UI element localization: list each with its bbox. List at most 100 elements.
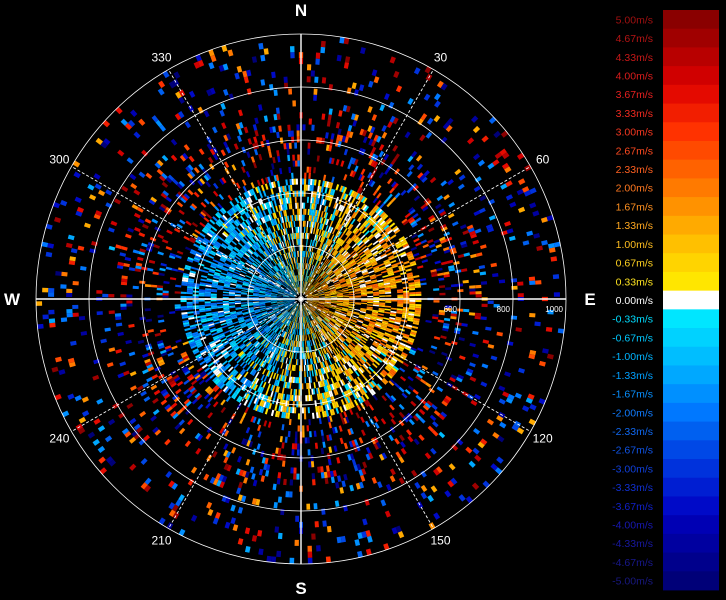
velocity-cell: [499, 148, 507, 156]
velocity-cell: [307, 309, 311, 315]
velocity-cell: [333, 401, 338, 409]
velocity-cell: [390, 395, 397, 402]
velocity-cell: [267, 370, 272, 377]
velocity-cell: [204, 346, 212, 351]
velocity-cell: [306, 296, 313, 298]
velocity-cell: [320, 271, 325, 277]
velocity-cell: [119, 252, 127, 257]
velocity-cell: [348, 402, 353, 409]
velocity-cell: [304, 303, 309, 309]
velocity-cell: [289, 295, 296, 298]
velocity-cell: [327, 269, 333, 275]
velocity-cell: [272, 288, 279, 292]
velocity-cell: [370, 153, 377, 161]
velocity-cell: [334, 348, 339, 355]
velocity-cell: [406, 274, 414, 278]
velocity-cell: [252, 355, 258, 362]
velocity-cell: [460, 268, 468, 273]
velocity-cell: [429, 176, 437, 184]
velocity-cell: [409, 260, 416, 265]
velocity-cell: [226, 272, 233, 277]
velocity-cell: [358, 173, 363, 181]
velocity-cell: [288, 320, 292, 327]
velocity-cell: [145, 361, 152, 367]
velocity-cell: [340, 313, 347, 317]
velocity-cell: [124, 430, 132, 438]
velocity-cell: [398, 456, 405, 464]
velocity-cell: [311, 313, 316, 319]
velocity-cell: [52, 201, 61, 209]
velocity-cell: [440, 261, 448, 266]
velocity-cell: [469, 291, 476, 295]
velocity-cell: [372, 362, 378, 369]
velocity-cell: [291, 309, 295, 315]
velocity-cell: [358, 279, 365, 282]
velocity-cell: [216, 302, 223, 305]
velocity-cell: [292, 376, 295, 384]
velocity-cell: [330, 195, 334, 202]
velocity-cell: [438, 431, 446, 439]
velocity-cell: [247, 333, 253, 339]
velocity-cell: [363, 205, 370, 212]
velocity-cell: [382, 277, 390, 281]
velocity-cell: [432, 421, 439, 428]
velocity-cell: [234, 297, 241, 299]
velocity-cell: [273, 391, 277, 399]
velocity-cell: [281, 284, 287, 289]
velocity-cell: [213, 369, 220, 375]
velocity-cell: [344, 56, 351, 63]
velocity-cell: [129, 371, 137, 377]
velocity-cell: [324, 295, 331, 297]
velocity-cell: [251, 347, 257, 353]
velocity-cell: [352, 280, 359, 284]
velocity-cell: [493, 130, 501, 139]
velocity-cell: [236, 311, 243, 314]
velocity-cell: [354, 325, 361, 330]
velocity-cell: [343, 364, 348, 371]
velocity-cell: [158, 361, 166, 367]
velocity-cell: [317, 330, 322, 337]
velocity-cell: [246, 342, 252, 347]
velocity-cell: [260, 346, 266, 353]
velocity-cell: [285, 394, 289, 401]
velocity-cell: [235, 373, 242, 380]
velocity-cell: [199, 232, 206, 238]
velocity-cell: [444, 395, 452, 402]
velocity-cell: [413, 366, 421, 372]
velocity-cell: [142, 368, 149, 375]
velocity-cell: [384, 308, 391, 311]
velocity-cell: [363, 274, 370, 278]
velocity-cell: [514, 392, 522, 399]
velocity-cell: [293, 473, 297, 480]
velocity-cell: [194, 374, 201, 380]
velocity-cell: [287, 314, 292, 320]
velocity-cell: [383, 153, 390, 161]
velocity-cell: [189, 250, 197, 256]
velocity-cell: [301, 214, 304, 221]
velocity-cell: [271, 292, 278, 295]
velocity-cell: [338, 336, 344, 342]
velocity-cell: [416, 373, 423, 379]
velocity-cell: [383, 260, 391, 265]
velocity-cell: [329, 139, 334, 146]
velocity-cell: [346, 265, 352, 270]
velocity-cell: [312, 203, 316, 210]
velocity-cell: [422, 205, 429, 212]
velocity-cell: [387, 323, 394, 327]
velocity-cell: [78, 316, 86, 321]
velocity-cell: [306, 425, 310, 432]
velocity-cell: [257, 316, 263, 320]
velocity-cell: [411, 325, 419, 330]
velocity-cell: [287, 430, 291, 438]
velocity-cell: [212, 234, 219, 240]
velocity-cell: [306, 340, 309, 347]
velocity-cell: [469, 288, 476, 292]
velocity-cell: [363, 260, 370, 265]
velocity-cell: [312, 295, 319, 298]
velocity-cell: [355, 247, 361, 253]
velocity-cell: [177, 358, 184, 363]
velocity-cell: [252, 370, 257, 377]
velocity-cell: [140, 390, 147, 397]
velocity-cell: [398, 343, 406, 349]
velocity-cell: [308, 276, 311, 283]
